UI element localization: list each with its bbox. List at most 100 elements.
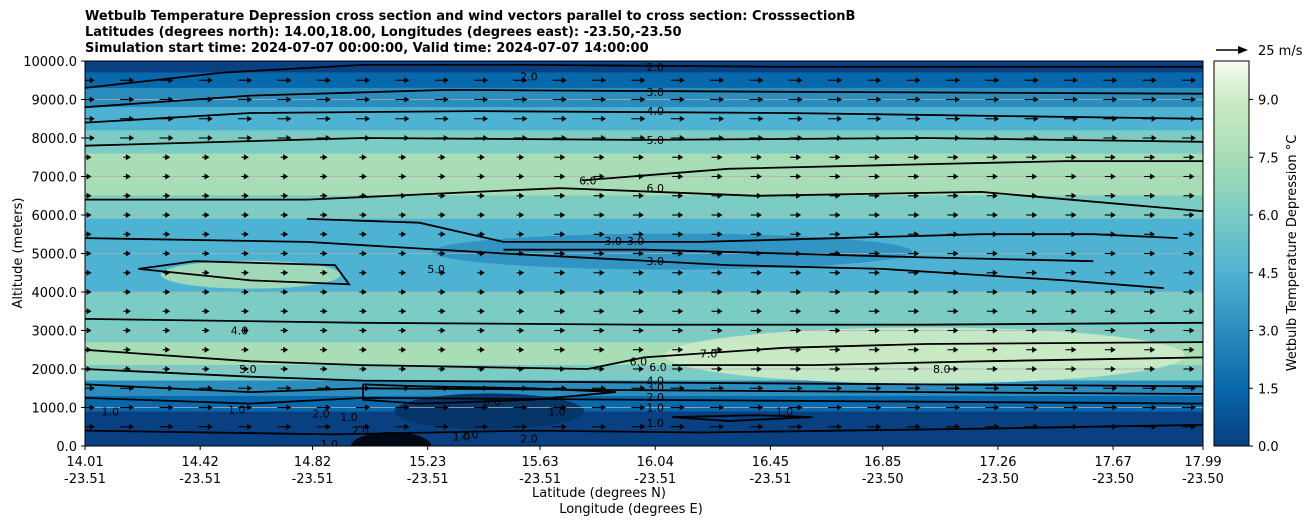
wind-vector-arrowhead — [361, 192, 367, 199]
y-tick-label: 7000.0 — [32, 171, 78, 186]
x-axis: 14.01 -23.51 14.42 -23.51 14.82 -23.51 15.23 -2… — [64, 446, 1224, 487]
contour-label: 2.0 — [520, 70, 538, 83]
wind-vector-arrowhead — [678, 212, 684, 218]
wind-vector-arrowhead — [758, 77, 764, 84]
y-tick-label: 5000.0 — [32, 248, 78, 263]
wind-vector-arrowhead — [756, 366, 762, 372]
contour-band — [351, 432, 432, 446]
wind-vector-arrowhead — [440, 269, 446, 276]
wind-vector-arrowhead — [165, 308, 171, 315]
wind-vector-arrowhead — [796, 327, 802, 334]
wind-vector-arrowhead — [1189, 250, 1195, 257]
wind-vector-arrowhead — [717, 154, 723, 161]
wind-vector-arrowhead — [874, 231, 880, 238]
wind-vector-arrowhead — [915, 385, 921, 392]
wind-vector-arrowhead — [443, 115, 449, 122]
colorbar-tick-label: 1.5 — [1258, 382, 1279, 397]
wind-vector-arrowhead — [325, 385, 331, 392]
wind-vector-arrowhead — [914, 289, 920, 295]
wind-vector-arrowhead — [1032, 346, 1038, 353]
contour-line-6 — [85, 187, 1203, 213]
wind-vector-arrowhead — [440, 327, 446, 334]
wind-vector-arrowhead — [560, 173, 566, 180]
x-tick-label-lon: -23.51 — [292, 472, 334, 487]
wind-vector-arrowhead — [401, 346, 407, 353]
wind-vector-arrowhead — [1151, 96, 1157, 103]
wind-vector-arrowhead — [89, 115, 95, 122]
wind-vector-arrowhead — [1112, 96, 1118, 103]
wind-vector-arrowhead — [168, 77, 174, 84]
wind-vector-arrowhead — [835, 346, 841, 353]
wind-vector-arrowhead — [717, 269, 723, 276]
wind-vector-arrowhead — [404, 115, 410, 122]
wind-vector-arrowhead — [638, 308, 644, 315]
wind-vector-arrowhead — [717, 308, 723, 315]
wind-vector-arrowhead — [204, 192, 210, 199]
wind-vector-arrowhead — [599, 366, 605, 372]
x-axis-label-lat: Latitude (degrees N) — [532, 486, 666, 501]
wind-vector-arrowhead — [479, 212, 485, 218]
wind-vector-arrowhead — [479, 192, 485, 199]
wind-vector-arrowhead — [914, 192, 920, 199]
wind-vector-arrowhead — [440, 154, 446, 161]
x-tick-label-lat: 17.26 — [979, 455, 1016, 470]
wind-vector-arrowhead — [1072, 96, 1078, 103]
wind-vector-arrowhead — [874, 212, 880, 218]
wind-vector-arrowhead — [678, 308, 684, 315]
chart-title-line-1: Wetbulb Temperature Depression cross sec… — [85, 9, 856, 24]
wind-vector-arrowhead — [1189, 192, 1195, 199]
contour-label: 3.0 — [646, 255, 664, 268]
wind-vector-arrowhead — [125, 308, 131, 315]
wind-vector-arrowhead — [992, 154, 998, 161]
wind-vector-arrowhead — [440, 250, 446, 257]
wind-vector-arrowhead — [125, 173, 131, 180]
wind-vector-arrowhead — [954, 96, 960, 103]
wind-vector-arrowhead — [1150, 289, 1156, 295]
contour-line-5b — [85, 237, 1164, 289]
wind-vector-arrowhead — [286, 115, 292, 122]
wind-vector-arrowhead — [1150, 327, 1156, 334]
wind-vector-arrowhead — [1110, 192, 1116, 199]
wind-vector-arrowhead — [1071, 366, 1077, 372]
wind-vector-arrowhead — [1150, 346, 1156, 353]
wind-vector-arrowhead — [1189, 212, 1195, 218]
contour-label: 3.0 — [604, 235, 622, 248]
wind-vector-arrowhead — [479, 366, 485, 372]
wind-vector-arrowhead — [165, 192, 171, 199]
wind-vector-arrowhead — [678, 231, 684, 238]
wind-vector-arrowhead — [286, 96, 292, 103]
wind-vector-arrowhead — [638, 250, 644, 257]
wind-vector-arrowhead — [835, 308, 841, 315]
contour-line-3 — [85, 88, 1203, 109]
wind-vector-arrowhead — [283, 269, 289, 276]
wind-vector-arrowhead — [168, 385, 174, 392]
wind-vector-arrowhead — [129, 96, 135, 103]
contour-band — [85, 153, 1203, 196]
wind-vector-arrowhead — [286, 135, 292, 141]
wind-vector-arrowhead — [561, 385, 567, 392]
wind-vector-arrowhead — [992, 366, 998, 372]
wind-vector-arrowhead — [1151, 115, 1157, 122]
contour-label: 6.0 — [630, 355, 648, 368]
wind-vector-arrowhead — [283, 327, 289, 334]
wind-vector-arrowhead — [361, 366, 367, 372]
wind-vector-arrowhead — [992, 289, 998, 295]
wind-vector-arrowhead — [797, 96, 803, 103]
contour-band — [85, 292, 1203, 319]
wind-vector-arrowhead — [86, 269, 92, 276]
wind-vector-arrowhead — [286, 423, 292, 430]
wind-vector-arrowhead — [640, 404, 646, 411]
wind-vector-arrowhead — [915, 77, 921, 84]
wind-vector-arrowhead — [874, 366, 880, 372]
wind-vector-arrowhead — [953, 212, 959, 218]
contour-label: 1.0 — [776, 405, 794, 418]
wind-vector-arrowhead — [86, 308, 92, 315]
wind-vector-arrowhead — [322, 327, 328, 334]
wind-vector-arrowhead — [837, 115, 843, 122]
wind-vector-arrowhead — [756, 250, 762, 257]
contour-line-8 — [672, 356, 1203, 366]
wind-vectors — [85, 77, 1196, 430]
wind-vector-arrowhead — [876, 135, 882, 141]
wind-vector-arrowhead — [165, 366, 171, 372]
wind-vector-arrowhead — [168, 423, 174, 430]
